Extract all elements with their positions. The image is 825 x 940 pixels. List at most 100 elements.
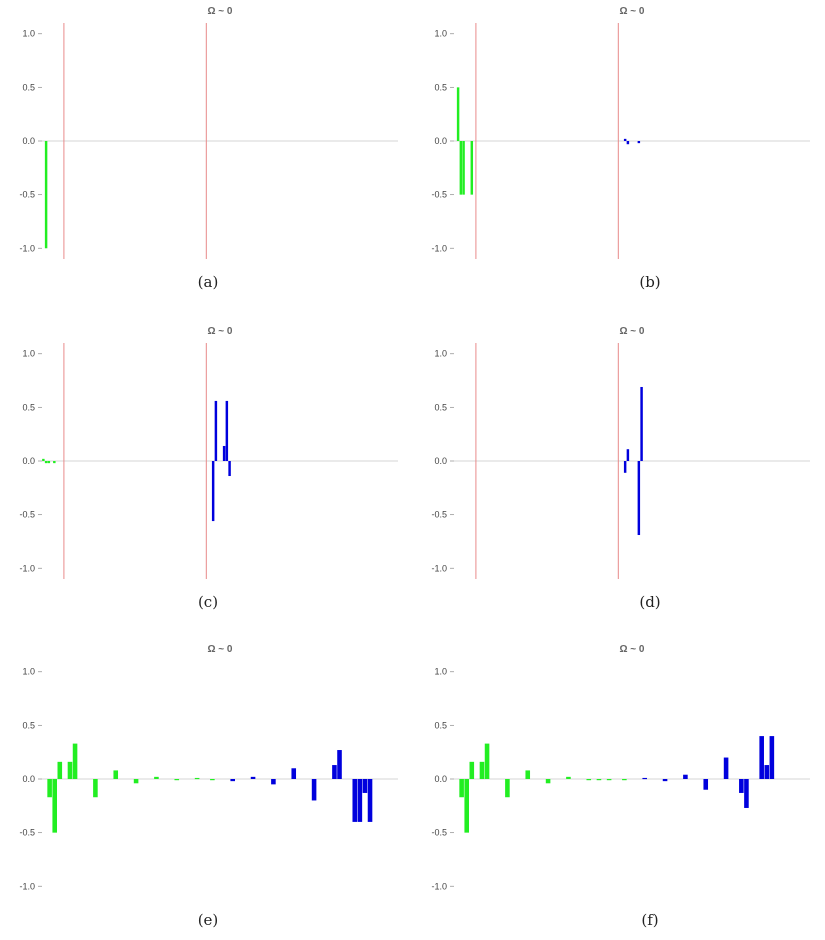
y-tick-label: -1.0 xyxy=(19,881,35,891)
bar xyxy=(566,776,571,779)
bar xyxy=(47,779,52,798)
bar xyxy=(640,386,643,461)
bar xyxy=(459,779,464,798)
bar xyxy=(72,743,78,779)
bar xyxy=(759,736,764,779)
bar xyxy=(596,779,602,781)
bar xyxy=(154,776,159,779)
y-tick-label: 0.5 xyxy=(434,720,447,730)
bar xyxy=(525,770,531,779)
chart-svg-f: Ω ~ 0 1.0 0.5 0.0 -0.5 -1.0 xyxy=(431,644,810,891)
bar xyxy=(225,400,229,461)
bar xyxy=(739,779,744,793)
bar xyxy=(210,779,215,781)
bar xyxy=(456,87,460,141)
y-tick-label: -1.0 xyxy=(431,243,447,253)
bar xyxy=(211,461,215,522)
chart-title: Ω ~ 0 xyxy=(208,6,233,17)
bar xyxy=(626,449,630,461)
bar xyxy=(337,750,342,779)
y-tick-label: 0.5 xyxy=(434,402,447,412)
chart-svg-c: Ω ~ 0 1.0 0.5 0.0 -0.5 -1.0 xyxy=(19,326,398,579)
bar xyxy=(623,461,627,473)
chart-panel-d: Ω ~ 0 1.0 0.5 0.0 -0.5 -1.0 (d) xyxy=(412,320,825,620)
y-tick-label: 0.0 xyxy=(434,136,447,146)
y-tick-label: 1.0 xyxy=(22,667,35,677)
y-tick-label: 0.0 xyxy=(22,774,35,784)
bar xyxy=(642,777,648,780)
bar xyxy=(662,779,668,782)
bar xyxy=(367,779,373,822)
chart-panel-f: Ω ~ 0 1.0 0.5 0.0 -0.5 -1.0 (f) xyxy=(412,638,825,938)
y-tick-label: -0.5 xyxy=(431,190,447,200)
bar xyxy=(47,461,51,464)
chart-panel-a: Ω ~ 0 1.0 0.5 0.0 -0.5 -1.0 (a) xyxy=(0,0,412,300)
bar xyxy=(174,779,180,781)
bar xyxy=(250,776,256,779)
y-tick-label: 0.0 xyxy=(22,136,35,146)
bar xyxy=(113,770,119,779)
bar xyxy=(764,765,770,779)
y-tick-label: 0.5 xyxy=(22,402,35,412)
y-tick-label: 0.5 xyxy=(434,82,447,92)
bar xyxy=(769,736,775,779)
chart-title: Ω ~ 0 xyxy=(620,326,645,337)
bar xyxy=(545,779,551,784)
bar xyxy=(93,779,98,798)
y-tick-label: -0.5 xyxy=(431,510,447,520)
y-tick-label: -0.5 xyxy=(431,828,447,838)
bar xyxy=(470,141,474,195)
bar xyxy=(332,765,337,779)
y-tick-label: 1.0 xyxy=(434,29,447,39)
bar xyxy=(637,461,641,536)
bar xyxy=(462,141,465,195)
caption-b: (b) xyxy=(639,273,661,291)
caption-f: (f) xyxy=(641,911,659,929)
bar xyxy=(622,779,627,781)
chart-svg-a: Ω ~ 0 1.0 0.5 0.0 -0.5 -1.0 xyxy=(19,6,398,259)
caption-d: (d) xyxy=(639,593,661,611)
bar xyxy=(311,779,317,801)
y-tick-label: -1.0 xyxy=(431,563,447,573)
chart-title: Ω ~ 0 xyxy=(208,644,233,655)
bar xyxy=(479,761,485,779)
caption-e: (e) xyxy=(197,911,219,929)
bar xyxy=(228,461,231,477)
y-tick-label: 1.0 xyxy=(434,349,447,359)
caption-a: (a) xyxy=(197,273,219,291)
bar xyxy=(464,779,470,833)
y-tick-label: 1.0 xyxy=(22,349,35,359)
bar xyxy=(133,779,139,784)
chart-svg-d: Ω ~ 0 1.0 0.5 0.0 -0.5 -1.0 xyxy=(431,326,810,579)
bar xyxy=(67,761,73,779)
y-tick-label: 0.5 xyxy=(22,720,35,730)
bar xyxy=(469,761,475,779)
bar xyxy=(194,777,200,780)
chart-panel-c: Ω ~ 0 1.0 0.5 0.0 -0.5 -1.0 (c) xyxy=(0,320,412,620)
bar xyxy=(505,779,510,798)
bar xyxy=(57,761,63,779)
y-tick-label: -0.5 xyxy=(19,510,35,520)
bar xyxy=(723,757,729,779)
bar xyxy=(703,779,709,790)
chart-title: Ω ~ 0 xyxy=(620,6,645,17)
bar xyxy=(357,779,363,822)
y-tick-label: -1.0 xyxy=(431,881,447,891)
bar xyxy=(683,774,688,779)
chart-panel-b: Ω ~ 0 1.0 0.5 0.0 -0.5 -1.0 (b) xyxy=(412,0,825,300)
y-tick-label: -0.5 xyxy=(19,190,35,200)
bar xyxy=(352,779,358,822)
bar xyxy=(606,779,612,781)
y-tick-label: 0.0 xyxy=(22,456,35,466)
bar xyxy=(484,743,490,779)
bar xyxy=(214,400,218,461)
y-tick-label: 0.5 xyxy=(22,82,35,92)
bar xyxy=(362,779,368,793)
chart-svg-b: Ω ~ 0 1.0 0.5 0.0 -0.5 -1.0 xyxy=(431,6,810,259)
bar xyxy=(44,461,48,464)
chart-title: Ω ~ 0 xyxy=(208,326,233,337)
caption-c: (c) xyxy=(197,593,219,611)
bar xyxy=(271,779,276,785)
y-tick-label: 0.0 xyxy=(434,774,447,784)
bar xyxy=(291,768,297,779)
